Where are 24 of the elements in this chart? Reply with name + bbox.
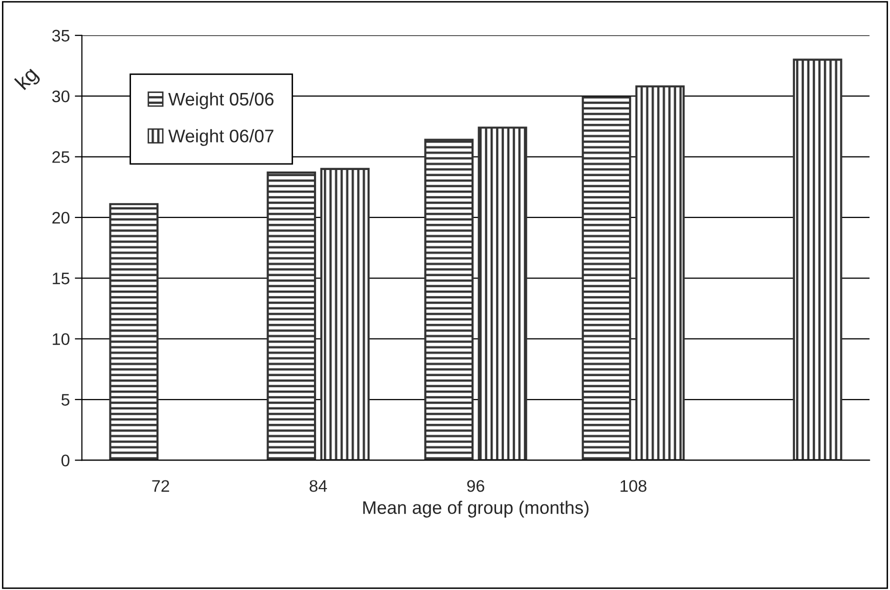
- bar: [792, 58, 842, 460]
- bar: [320, 168, 370, 460]
- y-tick-label: 20: [52, 212, 70, 224]
- y-axis-title: kg: [14, 66, 42, 94]
- y-tick-label: 30: [52, 90, 70, 102]
- y-tick-label: 0: [61, 454, 70, 466]
- legend-label: Weight 05/06: [168, 92, 274, 110]
- x-tick-label: 84: [310, 480, 327, 492]
- bar: [582, 96, 632, 460]
- bar: [109, 203, 159, 460]
- x-axis-title: Mean age of group (months): [363, 500, 589, 518]
- legend-label: Weight 06/07: [168, 129, 274, 146]
- y-tick-label: 25: [52, 151, 70, 163]
- bar: [424, 138, 474, 460]
- bar: [266, 172, 316, 460]
- x-tick-label: 72: [152, 480, 170, 492]
- y-tick-label: 35: [52, 30, 70, 42]
- y-tick-label: 15: [52, 272, 70, 284]
- bar: [635, 85, 685, 460]
- y-tick-label: 10: [52, 333, 70, 346]
- x-tick-label: 108: [620, 480, 646, 492]
- y-tick-label: 5: [61, 394, 70, 406]
- bar: [478, 126, 528, 460]
- x-tick-label: 96: [467, 480, 484, 492]
